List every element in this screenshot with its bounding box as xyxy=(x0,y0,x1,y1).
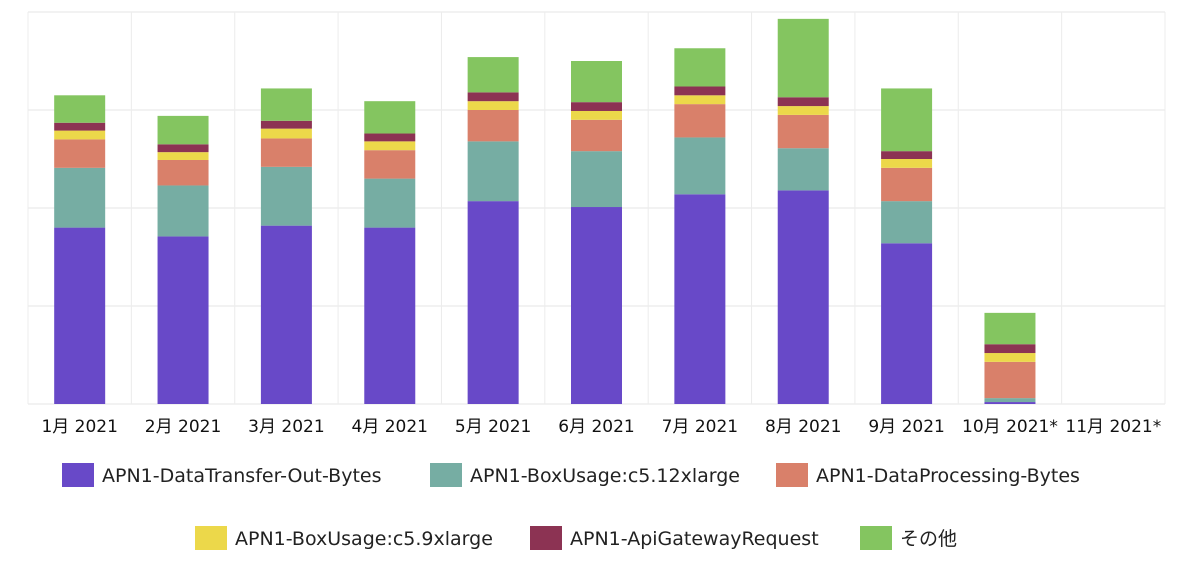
bar-segment-5[interactable] xyxy=(984,344,1036,354)
bar-segment-5[interactable] xyxy=(777,97,829,107)
legend-swatch-4 xyxy=(195,526,227,550)
bar-segment-1[interactable] xyxy=(54,227,106,404)
bar-segment-3[interactable] xyxy=(984,361,1036,399)
legend-label-4: APN1-BoxUsage:c5.9xlarge xyxy=(235,528,493,550)
x-tick-label: 3月 2021 xyxy=(248,417,324,437)
bar-segment-5[interactable] xyxy=(674,86,726,96)
bar-segment-4[interactable] xyxy=(364,141,416,151)
bar-segment-6[interactable] xyxy=(571,61,622,103)
bar-segment-6[interactable] xyxy=(157,115,209,145)
bar-segment-4[interactable] xyxy=(157,152,209,160)
bar-segment-1[interactable] xyxy=(467,201,519,404)
gridlines xyxy=(27,11,1166,405)
legend-swatch-5 xyxy=(530,526,562,550)
bar-segment-1[interactable] xyxy=(260,225,312,404)
bar-segment-4[interactable] xyxy=(571,110,622,120)
bar-segment-2[interactable] xyxy=(571,151,622,208)
bar-segment-5[interactable] xyxy=(571,102,622,111)
bar-segment-1[interactable] xyxy=(364,227,416,404)
bar-segment-3[interactable] xyxy=(157,159,209,186)
x-tick-label: 5月 2021 xyxy=(455,417,531,437)
bar-segment-2[interactable] xyxy=(467,141,519,202)
x-axis-tick-labels: 1月 2021 2月 2021 3月 2021 4月 2021 5月 2021 6月 20… xyxy=(41,417,1161,437)
bar-segment-2[interactable] xyxy=(881,201,933,244)
bar-segment-6[interactable] xyxy=(674,48,726,87)
bar-segment-6[interactable] xyxy=(984,312,1036,345)
bar-segment-2[interactable] xyxy=(157,185,209,237)
legend-swatch-3 xyxy=(776,463,808,487)
bar-segment-5[interactable] xyxy=(364,133,416,142)
bar-segment-1[interactable] xyxy=(881,243,933,404)
legend-swatch-2 xyxy=(430,463,462,487)
bar-segment-6[interactable] xyxy=(364,101,416,134)
bar-segment-4[interactable] xyxy=(674,95,726,105)
bar-segment-2[interactable] xyxy=(984,398,1036,403)
bar-segment-3[interactable] xyxy=(467,110,519,142)
bar-segment-5[interactable] xyxy=(260,120,312,129)
bar-segment-5[interactable] xyxy=(54,122,106,131)
bar-segment-2[interactable] xyxy=(54,167,106,228)
bar-segment-3[interactable] xyxy=(777,114,829,149)
bar-segment-2[interactable] xyxy=(364,178,416,228)
bar-segment-1[interactable] xyxy=(984,402,1036,404)
bar-segment-4[interactable] xyxy=(777,106,829,115)
bar-segment-4[interactable] xyxy=(881,159,933,168)
legend-label-2: APN1-BoxUsage:c5.12xlarge xyxy=(470,465,740,487)
bar-segment-6[interactable] xyxy=(467,57,519,93)
x-tick-label: 11月 2021* xyxy=(1065,417,1161,437)
bar-segment-3[interactable] xyxy=(260,138,312,167)
bar-segment-6[interactable] xyxy=(260,88,312,121)
bar-segment-3[interactable] xyxy=(674,104,726,138)
bar-segment-5[interactable] xyxy=(467,92,519,102)
bar-segment-4[interactable] xyxy=(467,101,519,110)
x-tick-label: 7月 2021 xyxy=(662,417,738,437)
x-tick-label: 6月 2021 xyxy=(558,417,634,437)
bar-segment-2[interactable] xyxy=(260,166,312,226)
bar-segment-6[interactable] xyxy=(881,88,933,152)
x-tick-label: 4月 2021 xyxy=(352,417,428,437)
legend-label-3: APN1-DataProcessing-Bytes xyxy=(816,465,1080,487)
x-tick-label: 2月 2021 xyxy=(145,417,221,437)
x-tick-label: 1月 2021 xyxy=(41,417,117,437)
legend-label-6: その他 xyxy=(900,528,957,550)
bar-stacks xyxy=(54,18,1036,404)
bar-segment-3[interactable] xyxy=(364,150,416,179)
bar-segment-1[interactable] xyxy=(674,194,726,404)
bar-segment-3[interactable] xyxy=(881,167,933,202)
bar-segment-2[interactable] xyxy=(674,137,726,195)
bar-segment-1[interactable] xyxy=(777,190,829,404)
bar-segment-3[interactable] xyxy=(54,139,106,168)
bar-segment-3[interactable] xyxy=(571,119,622,152)
x-tick-label: 9月 2021 xyxy=(868,417,944,437)
legend-label-5: APN1-ApiGatewayRequest xyxy=(570,528,819,550)
legend-label-1: APN1-DataTransfer-Out-Bytes xyxy=(102,465,382,487)
legend-swatch-6 xyxy=(860,526,892,550)
bar-segment-6[interactable] xyxy=(54,95,106,123)
bar-segment-4[interactable] xyxy=(984,353,1036,362)
x-tick-label: 8月 2021 xyxy=(765,417,841,437)
bar-segment-4[interactable] xyxy=(260,128,312,139)
bar-segment-6[interactable] xyxy=(777,18,829,98)
legend-swatch-1 xyxy=(62,463,94,487)
bar-segment-5[interactable] xyxy=(157,144,209,153)
bar-segment-5[interactable] xyxy=(881,151,933,159)
x-tick-label: 10月 2021* xyxy=(962,417,1058,437)
bar-segment-1[interactable] xyxy=(571,207,622,404)
bar-segment-2[interactable] xyxy=(777,148,829,191)
legend: APN1-DataTransfer-Out-Bytes APN1-BoxUsage… xyxy=(62,463,1080,550)
bar-segment-4[interactable] xyxy=(54,130,106,140)
bar-segment-1[interactable] xyxy=(157,236,209,404)
